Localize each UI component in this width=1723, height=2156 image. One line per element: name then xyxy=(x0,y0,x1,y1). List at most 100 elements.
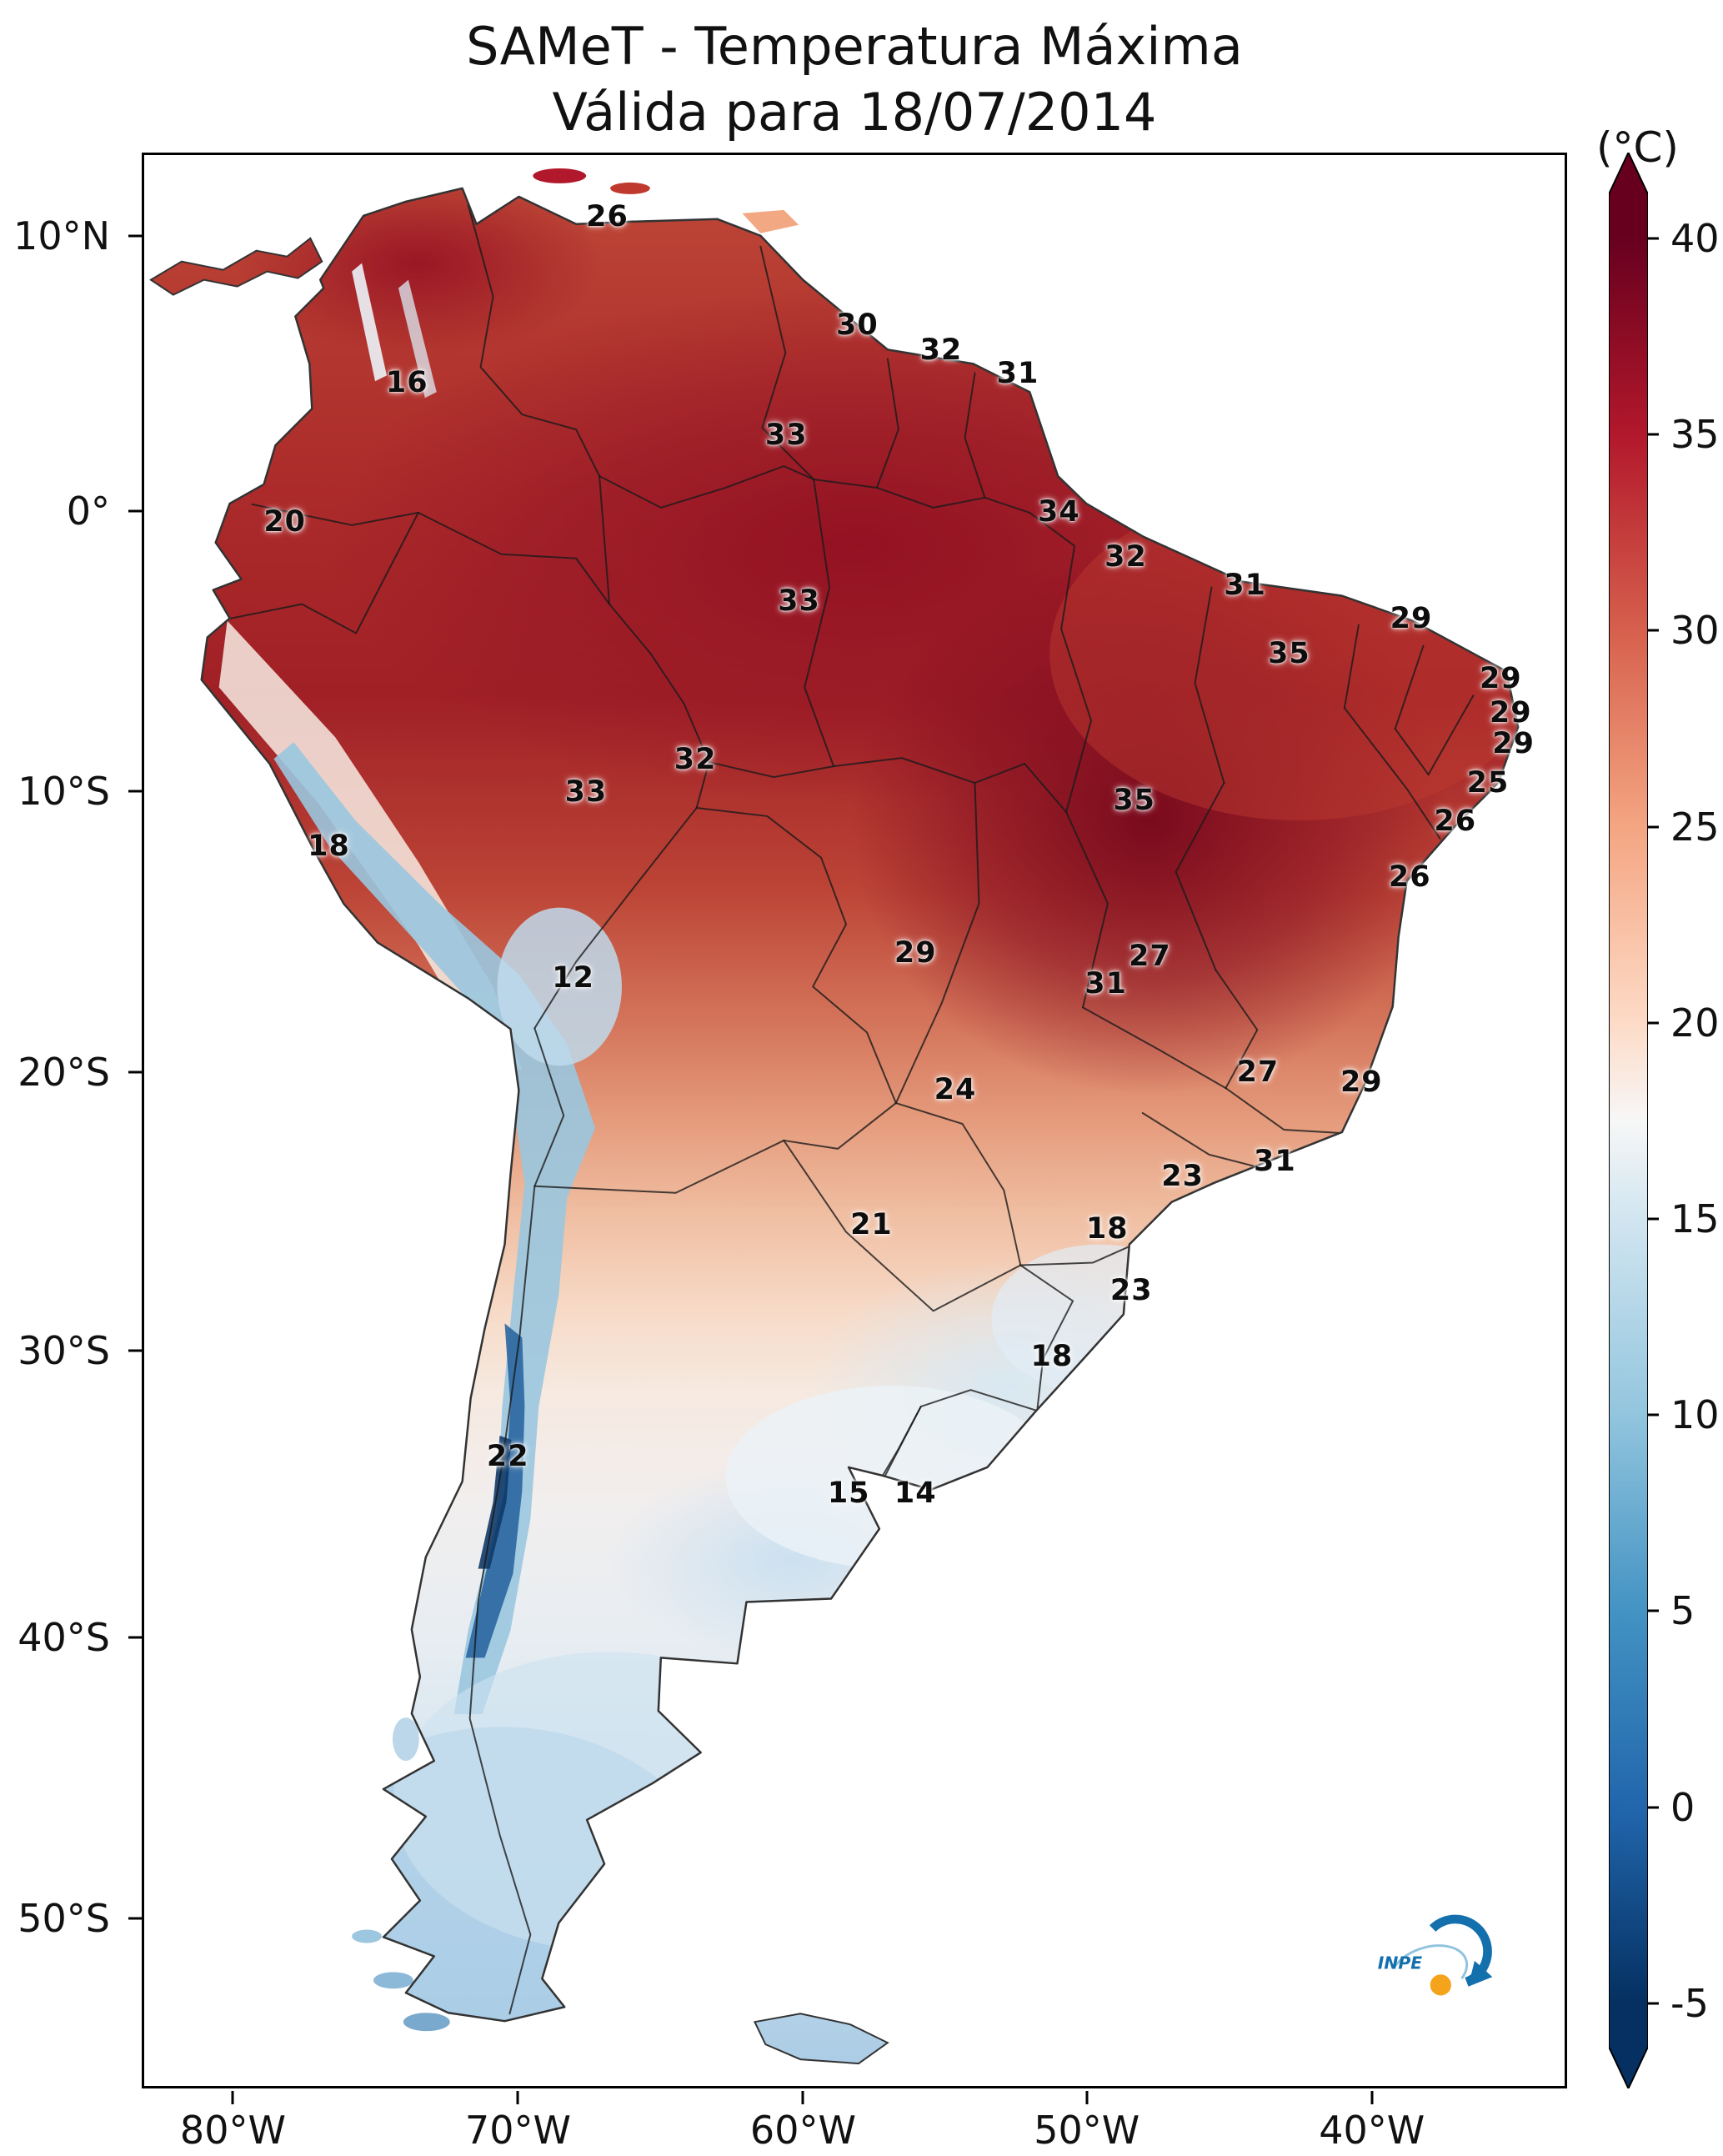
tierra-del-fuego-coastline xyxy=(753,2013,889,2065)
temp-label: 18 xyxy=(1030,1339,1074,1373)
colorbar-unit-label: (°C) xyxy=(1596,123,1679,172)
lon-axis: 80°W 70°W 60°W 50°W 40°W xyxy=(142,2091,1567,2156)
inpe-logo: INPE xyxy=(1378,1914,1493,1996)
lat-tick-mark xyxy=(128,1636,142,1639)
temp-label: 29 xyxy=(1340,1065,1383,1099)
lon-tick-label: 40°W xyxy=(1319,2108,1425,2153)
temp-label: 27 xyxy=(1236,1055,1280,1090)
lat-tick-label: 40°S xyxy=(18,1614,110,1660)
lon-tick-label: 80°W xyxy=(179,2108,286,2153)
lat-tick-label: 20°S xyxy=(18,1049,110,1095)
colorbar-tick-label: 35 xyxy=(1670,412,1720,458)
temp-labels-layer: 26 30 32 31 16 33 34 20 32 31 33 29 35 29 29 29 32 25 33 35… xyxy=(144,155,1565,2086)
temp-label: 18 xyxy=(308,830,350,864)
temp-label: 31 xyxy=(996,356,1039,390)
temp-label: 32 xyxy=(919,333,963,367)
temp-label: 23 xyxy=(1161,1160,1204,1194)
temp-label: 33 xyxy=(778,584,820,618)
colorbar-tick-mark xyxy=(1648,825,1659,829)
lon-tick-label: 50°W xyxy=(1034,2108,1140,2153)
colorbar-gradient xyxy=(1609,153,1648,2088)
lat-axis: 10°N 0° 10°S 20°S 30°S 40°S 50°S xyxy=(0,153,142,2088)
lat-tick-mark xyxy=(128,509,142,513)
lat-tick-label: 10°N xyxy=(13,213,110,258)
temp-label: 29 xyxy=(894,935,937,970)
temp-label: 26 xyxy=(1434,805,1477,839)
colorbar-tick-label: 40 xyxy=(1670,216,1720,262)
colorbar-tick-label: 20 xyxy=(1670,1000,1720,1045)
colorbar-tick-mark xyxy=(1648,433,1659,436)
temp-label: 29 xyxy=(1479,661,1522,695)
temp-label: 31 xyxy=(1224,569,1266,603)
temp-label: 29 xyxy=(1492,727,1535,761)
temp-label: 18 xyxy=(1085,1211,1129,1246)
lat-tick-mark xyxy=(128,234,142,238)
lon-tick-label: 60°W xyxy=(749,2108,856,2153)
lon-tick-mark xyxy=(1085,2091,1089,2104)
colorbar-tick-mark xyxy=(1648,1413,1659,1416)
lon-tick-mark xyxy=(801,2091,804,2104)
temp-label: 26 xyxy=(586,200,629,234)
colorbar-tick-mark xyxy=(1648,1021,1659,1025)
lon-tick-mark xyxy=(231,2091,234,2104)
colorbar-tick-label: 15 xyxy=(1670,1196,1720,1241)
lat-tick-label: 0° xyxy=(66,488,110,534)
temp-label: 29 xyxy=(1390,601,1433,635)
logo-text: INPE xyxy=(1378,1953,1422,1973)
temp-label: 26 xyxy=(1388,860,1431,895)
colorbar-tick-mark xyxy=(1648,1806,1659,1809)
lat-tick-mark xyxy=(128,1349,142,1352)
logo-globe-dot xyxy=(1430,1974,1451,1996)
logo-arrowhead xyxy=(1468,1960,1493,1987)
chiloe-island xyxy=(392,1717,419,1762)
coastline xyxy=(200,187,1520,2023)
title-line1: SAMeT - Temperatura Máxima xyxy=(466,16,1243,77)
temp-label: 15 xyxy=(827,1476,870,1510)
lat-tick-label: 50°S xyxy=(18,1895,110,1941)
title-line2: Válida para 18/07/2014 xyxy=(552,82,1157,143)
patagonia-island xyxy=(403,2013,450,2032)
trinidad-island xyxy=(742,209,799,233)
lat-tick-label: 30°S xyxy=(18,1328,110,1374)
lon-tick-label: 70°W xyxy=(464,2108,571,2153)
colorbar-tick-label: 5 xyxy=(1670,1587,1695,1633)
south-america-temperature-map xyxy=(149,168,1520,2065)
colorbar-tick-mark xyxy=(1648,1217,1659,1221)
colorbar-tick-mark xyxy=(1648,1609,1659,1612)
temp-label: 27 xyxy=(1129,940,1171,974)
colorbar-tick-mark xyxy=(1648,2002,1659,2005)
temp-label: 30 xyxy=(836,308,879,342)
patagonia-island xyxy=(373,1972,413,1989)
temp-label: 12 xyxy=(552,960,594,995)
lon-tick-mark xyxy=(516,2091,519,2104)
map-plot-area: 26 30 32 31 16 33 34 20 32 31 33 29 35 29 29 29 32 25 33 35… xyxy=(142,153,1567,2088)
colorbar-tick-label: -5 xyxy=(1670,1981,1709,2027)
lat-tick-mark xyxy=(128,1917,142,1920)
colorbar: 40 35 30 25 20 15 10 5 0 -5 xyxy=(1609,153,1720,2088)
temp-label: 14 xyxy=(894,1476,937,1510)
lat-tick-mark xyxy=(128,790,142,793)
temp-label: 34 xyxy=(1038,495,1080,529)
temp-label: 35 xyxy=(1113,783,1156,817)
temp-label: 22 xyxy=(486,1439,529,1473)
lat-tick-label: 10°S xyxy=(18,769,110,815)
temp-label: 23 xyxy=(1109,1273,1153,1307)
temp-label: 33 xyxy=(564,775,608,810)
temp-label: 33 xyxy=(764,418,808,452)
lat-tick-mark xyxy=(128,1070,142,1074)
temp-label: 29 xyxy=(1489,696,1532,730)
temp-label: 32 xyxy=(1104,539,1147,574)
temp-label: 25 xyxy=(1466,765,1510,800)
temp-label: 20 xyxy=(263,505,307,539)
colorbar-tick-mark xyxy=(1648,629,1659,632)
temp-label: 24 xyxy=(934,1072,977,1106)
colorbar-tick-label: 0 xyxy=(1670,1785,1695,1831)
patagonia-island xyxy=(352,1929,382,1943)
temp-label: 31 xyxy=(1084,966,1127,1000)
panama-coastline xyxy=(149,237,323,296)
caribbean-island xyxy=(533,168,587,183)
caribbean-island xyxy=(610,182,650,194)
country-state-borders xyxy=(218,203,1475,2015)
colorbar-tick-label: 10 xyxy=(1670,1391,1720,1437)
